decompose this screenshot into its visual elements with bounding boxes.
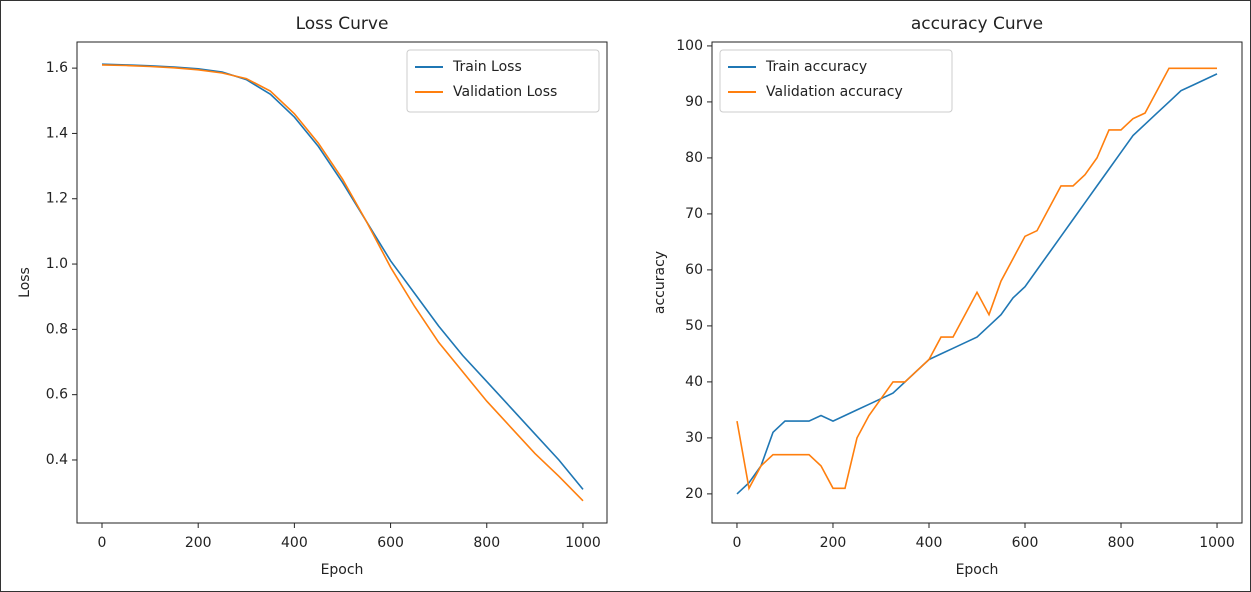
- y-tick-label: 60: [685, 262, 703, 278]
- y-tick-label: 1.0: [46, 256, 68, 272]
- legend-label: Validation Loss: [453, 84, 557, 100]
- line-series: [101, 64, 584, 502]
- y-axis-label: Loss: [17, 267, 33, 298]
- y-tick-label: 90: [685, 94, 703, 110]
- x-tick-label: 800: [473, 535, 500, 551]
- x-tick-label: 600: [1012, 535, 1039, 551]
- legend-label: Train Loss: [452, 59, 522, 75]
- legend-box: [406, 49, 600, 113]
- legend-box: [719, 49, 953, 113]
- y-tick-label: 1.6: [46, 60, 68, 76]
- chart-title: accuracy Curve: [911, 14, 1043, 34]
- line-series: [736, 73, 1218, 495]
- x-axis-label: Epoch: [956, 562, 999, 578]
- x-tick-label: 800: [1108, 535, 1135, 551]
- y-tick-label: 100: [676, 38, 703, 54]
- y-tick-label: 20: [685, 486, 703, 502]
- y-tick-label: 1.2: [46, 191, 68, 207]
- x-tick-label: 600: [377, 535, 404, 551]
- y-tick-label: 50: [685, 318, 703, 334]
- y-axis-label: accuracy: [652, 251, 668, 314]
- legend-label: Validation accuracy: [766, 84, 903, 100]
- y-tick-label: 80: [685, 150, 703, 166]
- x-tick-label: 0: [733, 535, 742, 551]
- x-tick-label: 400: [281, 535, 308, 551]
- x-tick-label: 0: [98, 535, 107, 551]
- y-tick-label: 0.4: [46, 452, 68, 468]
- y-tick-label: 1.4: [46, 125, 68, 141]
- plot-frame: [711, 41, 1243, 524]
- y-tick-label: 70: [685, 206, 703, 222]
- y-tick-label: 40: [685, 374, 703, 390]
- legend-label: Train accuracy: [765, 59, 867, 75]
- x-tick-label: 1000: [1199, 535, 1235, 551]
- x-tick-label: 1000: [565, 535, 601, 551]
- x-tick-label: 200: [820, 535, 847, 551]
- y-tick-label: 30: [685, 430, 703, 446]
- line-series: [736, 67, 1217, 491]
- plot-frame: [76, 41, 608, 524]
- x-tick-label: 200: [185, 535, 212, 551]
- x-axis-label: Epoch: [321, 562, 364, 578]
- y-tick-label: 0.6: [46, 387, 68, 403]
- x-tick-label: 400: [916, 535, 943, 551]
- chart-title: Loss Curve: [296, 14, 389, 34]
- y-tick-label: 0.8: [46, 321, 68, 337]
